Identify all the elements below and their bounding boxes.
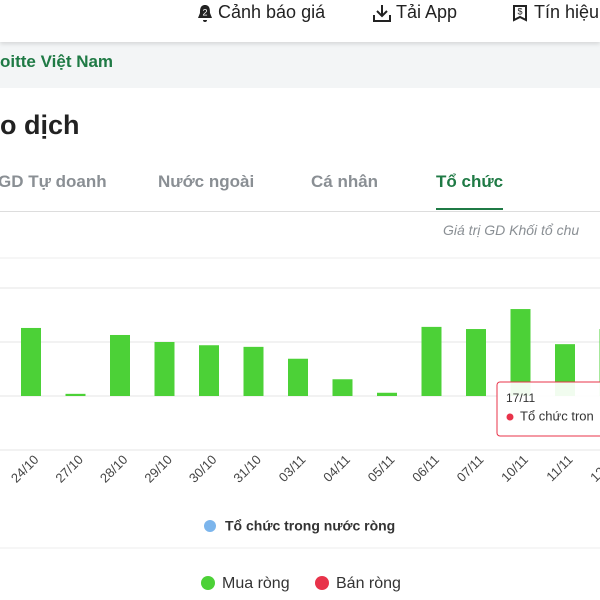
bar (110, 334, 130, 396)
tooltip-box (496, 381, 600, 437)
bar (21, 327, 41, 396)
price-alert-link[interactable]: 2 Cảnh báo giá (196, 2, 325, 23)
link-text: Cảnh báo giá (218, 2, 326, 22)
bar (332, 379, 353, 396)
bar (154, 342, 175, 396)
tab[interactable]: Cá nhân (311, 172, 379, 191)
tab[interactable]: Nước ngoài (158, 172, 255, 191)
bar (288, 358, 308, 396)
legend-marker (201, 576, 215, 590)
signal-link[interactable]: $ Tín hiệu (510, 2, 599, 23)
section-title: o dịch (0, 110, 80, 140)
tooltip-title: 17/11 (506, 391, 535, 405)
legend-label: Tổ chức trong nước ròng (225, 518, 395, 534)
legend-label: Mua ròng (222, 575, 290, 592)
link-text: Tải App (396, 2, 458, 22)
tooltip-dot (506, 413, 514, 421)
header: 2 Cảnh báo giá Tải App $ Tín hiệu (0, 0, 600, 42)
legend-label: Bán ròng (336, 575, 401, 592)
tab-rule (0, 211, 600, 212)
bell-icon: 2 (198, 4, 212, 22)
bar (421, 326, 442, 396)
bar (377, 392, 397, 396)
signal-icon: $ (513, 4, 527, 22)
bar (510, 309, 531, 396)
svg-text:2: 2 (202, 7, 207, 17)
banner-text: oitte Việt Nam (0, 52, 114, 71)
svg-text:$: $ (517, 6, 522, 16)
bar (199, 345, 219, 396)
legend-marker (315, 576, 329, 590)
tab[interactable]: GD Tự doanh (0, 172, 107, 191)
bar (243, 346, 264, 396)
tab[interactable]: Tổ chức (436, 172, 504, 210)
tooltip-text: Tổ chức tron (520, 408, 594, 423)
banner-band (0, 42, 600, 88)
bar (65, 393, 86, 396)
legend-marker (204, 520, 216, 532)
tooltip: 17/11 Tổ chức tron (496, 381, 600, 437)
app-link[interactable]: Tải App (372, 2, 457, 23)
chart-subtitle: Giá trị GD Khối tổ chu (443, 222, 580, 238)
download-icon (373, 4, 391, 22)
bar (466, 329, 486, 396)
link-text: Tín hiệu (534, 2, 600, 22)
